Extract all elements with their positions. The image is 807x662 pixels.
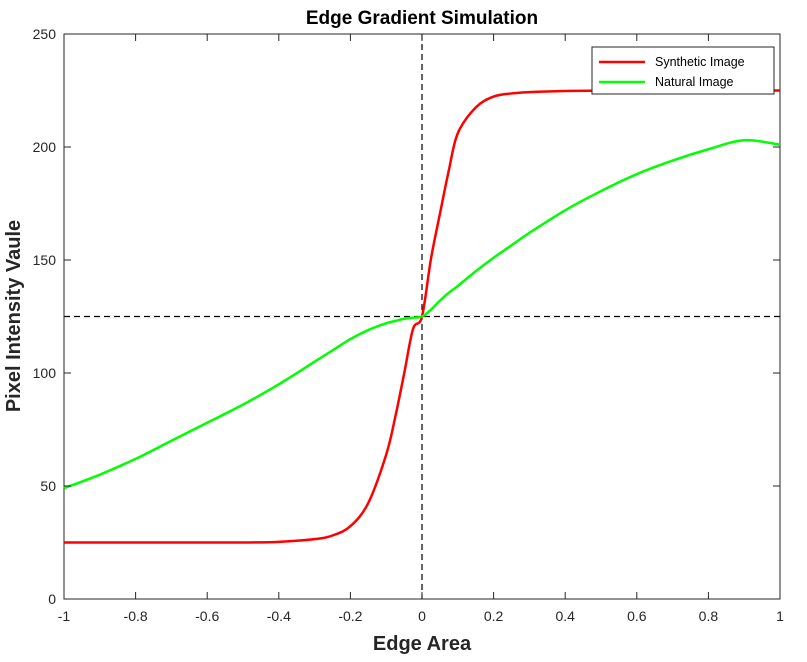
- legend-label-natural: Natural Image: [655, 75, 734, 89]
- x-axis-label: Edge Area: [373, 633, 472, 655]
- legend: Synthetic Image Natural Image: [591, 46, 775, 95]
- legend-label-synthetic: Synthetic Image: [655, 55, 745, 69]
- x-tick-label: 1: [776, 608, 784, 624]
- x-tick-label: -0.8: [124, 608, 148, 624]
- y-tick-label: 150: [33, 252, 57, 268]
- x-tick-label: -0.6: [195, 608, 219, 624]
- legend-box: [591, 46, 775, 95]
- x-tick-label: -1: [58, 608, 71, 624]
- x-tick-label: 0.8: [699, 608, 719, 624]
- y-axis-label: Pixel Intensity Vaule: [3, 220, 25, 412]
- y-tick-label: 0: [48, 591, 56, 607]
- x-tick-labels: -1 -0.8 -0.6 -0.4 -0.2 0 0.2 0.4 0.6 0.8 1: [58, 608, 784, 624]
- y-tick-label: 200: [33, 139, 57, 155]
- series-line-natural-image: [63, 138, 781, 490]
- x-tick-label: 0.2: [484, 608, 504, 624]
- x-tick-label: 0.6: [627, 608, 647, 624]
- x-tick-label: 0.4: [555, 608, 575, 624]
- x-tick-label: -0.4: [267, 608, 291, 624]
- y-tick-label: 250: [33, 26, 57, 42]
- x-tick-label: 0: [418, 608, 426, 624]
- y-tick-label: 100: [33, 365, 57, 381]
- y-tick-labels: 0 50 100 150 200 250: [33, 26, 57, 607]
- x-tick-label: -0.2: [338, 608, 362, 624]
- y-tick-label: 50: [40, 478, 56, 494]
- ticks-layer: [63, 33, 781, 600]
- chart-title: Edge Gradient Simulation: [306, 8, 538, 29]
- plot-area: -1 -0.8 -0.6 -0.4 -0.2 0 0.2 0.4 0.6 0.8 1 0 50 100 1…: [33, 26, 784, 624]
